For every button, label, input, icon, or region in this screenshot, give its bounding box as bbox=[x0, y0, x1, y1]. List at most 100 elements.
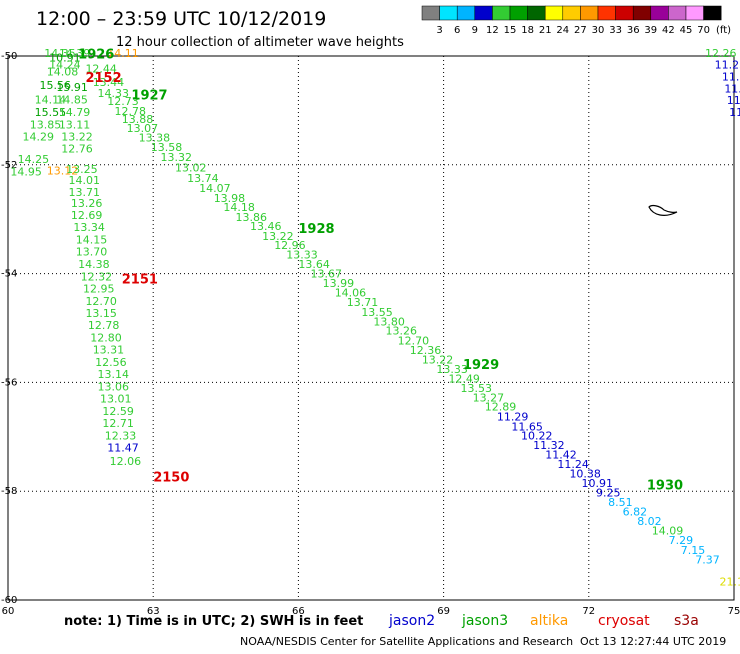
map-subtitle: 12 hour collection of altimeter wave hei… bbox=[116, 35, 404, 50]
wave-height-label: 12.44 bbox=[85, 62, 117, 75]
legend-tick-label: 12 bbox=[486, 25, 499, 36]
wave-height-label: 13.34 bbox=[73, 221, 105, 234]
lon-tick-label: 69 bbox=[437, 606, 450, 617]
pass-time-label: 1926 bbox=[78, 48, 114, 63]
legend-swatch bbox=[544, 5, 564, 21]
wave-height-label: 14.79 bbox=[59, 106, 91, 119]
legend-tick-label: 24 bbox=[556, 25, 569, 36]
legend-tick-label: 33 bbox=[609, 25, 622, 36]
wave-height-label: 13.71 bbox=[347, 296, 379, 309]
lat-tick-label: -52 bbox=[1, 160, 17, 171]
lon-tick-label: 63 bbox=[147, 606, 160, 617]
legend-swatch bbox=[527, 5, 546, 21]
wave-height-label: 13.55 bbox=[361, 306, 393, 319]
legend-tick-label: 39 bbox=[644, 25, 657, 36]
wave-height-label: 12.49 bbox=[448, 372, 480, 385]
wave-height-label: 15.91 bbox=[56, 81, 88, 94]
legend-swatch bbox=[456, 5, 476, 21]
legend-tick-label: 30 bbox=[592, 25, 605, 36]
wave-height-label: 14.14 bbox=[35, 93, 66, 106]
wave-height-label: 11.47 bbox=[107, 441, 139, 454]
wave-height-label: 12.26 bbox=[705, 47, 737, 60]
wave-height-label: 14.25 bbox=[18, 153, 50, 166]
legend-tick-label: 15 bbox=[504, 25, 517, 36]
wave-height-label: 13.25 bbox=[66, 163, 98, 176]
wave-height-label: 15.56 bbox=[39, 79, 71, 92]
wave-height-label: 7.37 bbox=[695, 554, 720, 567]
wave-height-label: 13.31 bbox=[93, 344, 125, 357]
wave-height-label: 13.44 bbox=[93, 76, 125, 89]
wave-height-label: 14.08 bbox=[47, 66, 79, 79]
wave-height-label: 13.74 bbox=[187, 172, 219, 185]
legend-swatch bbox=[509, 5, 528, 21]
pass-time-label: 2150 bbox=[153, 470, 189, 485]
wave-height-label: 7.29 bbox=[669, 534, 694, 547]
wave-height-label: 11 bbox=[729, 106, 740, 119]
map-frame bbox=[7, 55, 735, 601]
map-title: 12:00 – 23:59 UTC 10/12/2019 bbox=[36, 8, 326, 30]
wave-height-label: 13.98 bbox=[214, 192, 246, 205]
wave-height-label: 11.65 bbox=[511, 420, 543, 433]
lat-tick-label: -50 bbox=[1, 51, 17, 62]
wave-height-label: 21.1 bbox=[719, 575, 740, 588]
legend-swatch bbox=[439, 5, 458, 21]
wave-height-label: 13.85 bbox=[30, 118, 61, 131]
wave-height-label: 12.89 bbox=[485, 401, 517, 414]
wave-height-label: 15.55 bbox=[35, 106, 66, 119]
legend-tick-label: 42 bbox=[662, 25, 675, 36]
wave-height-label: 11.68 bbox=[722, 70, 740, 83]
wave-height-label: 13.99 bbox=[323, 277, 355, 290]
wave-height-label: 9.25 bbox=[596, 487, 621, 500]
legend-tick-label: 45 bbox=[680, 25, 693, 36]
wave-height-label: 14.01 bbox=[69, 174, 101, 187]
wave-height-label: 13.58 bbox=[151, 141, 183, 154]
wave-height-label: 13.06 bbox=[98, 381, 130, 394]
wave-height-label: 14.33 bbox=[98, 87, 130, 100]
wave-height-label: 12.80 bbox=[90, 332, 122, 345]
wave-height-label: 13.53 bbox=[461, 382, 493, 395]
legend-swatch bbox=[421, 5, 440, 21]
legend-swatch bbox=[562, 5, 581, 21]
wave-height-label: 14.29 bbox=[23, 130, 55, 143]
wave-height-label: 7.15 bbox=[681, 544, 706, 557]
lon-tick-label: 72 bbox=[582, 606, 595, 617]
wave-height-label: 12.78 bbox=[88, 319, 120, 332]
legend-swatch bbox=[685, 5, 704, 21]
wave-height-label: 13.67 bbox=[311, 267, 343, 280]
wave-height-label: 13.26 bbox=[71, 197, 103, 210]
wave-height-label: 8.02 bbox=[637, 515, 662, 528]
wave-height-label: 13.38 bbox=[139, 131, 171, 144]
wave-height-label: 14.38 bbox=[78, 258, 110, 271]
wave-height-label: 11.29 bbox=[497, 410, 528, 423]
wave-height-label: 13.46 bbox=[250, 220, 282, 233]
wave-height-label: 14.09 bbox=[652, 525, 684, 538]
wave-height-label: 13.70 bbox=[76, 246, 108, 259]
wave-height-label: 13.26 bbox=[386, 325, 418, 338]
wave-height-label: 13.01 bbox=[100, 393, 131, 406]
legend-swatch bbox=[492, 5, 511, 21]
axis-tick-labels: 60 63 66 69 72 75 -50 -52 -54 -56 -58 -60 bbox=[1, 51, 740, 617]
wave-height-label: 13.27 bbox=[473, 391, 505, 404]
wave-height-label: 13.88 bbox=[122, 113, 153, 126]
wave-height-label: 14.06 bbox=[335, 286, 367, 299]
wave-height-label: 13.22 bbox=[262, 230, 294, 243]
lat-tick-label: -56 bbox=[1, 377, 17, 388]
legend-tick-label: 21 bbox=[539, 25, 552, 36]
wave-height-label: 14.18 bbox=[223, 201, 255, 214]
legend-tick-label: 3 bbox=[436, 25, 442, 36]
wave-height-label: 12.36 bbox=[410, 344, 442, 357]
legend-swatch bbox=[632, 5, 652, 21]
wave-height-label: 12.06 bbox=[110, 455, 142, 468]
legend-swatch bbox=[580, 5, 599, 21]
wave-height-label: 6.82 bbox=[623, 506, 648, 519]
wave-height-label: 12.76 bbox=[61, 142, 93, 155]
wave-height-label: 13.33 bbox=[286, 248, 318, 261]
wave-height-label: 11.24 bbox=[557, 458, 589, 471]
wave-height-label: 13.11 bbox=[59, 118, 91, 131]
satellite-name: jason2 bbox=[388, 613, 435, 629]
wave-height-label: 11. bbox=[727, 94, 740, 107]
legend-swatch bbox=[597, 5, 616, 21]
wave-height-label: 14.95 bbox=[10, 166, 41, 179]
legend-swatch bbox=[668, 5, 687, 21]
